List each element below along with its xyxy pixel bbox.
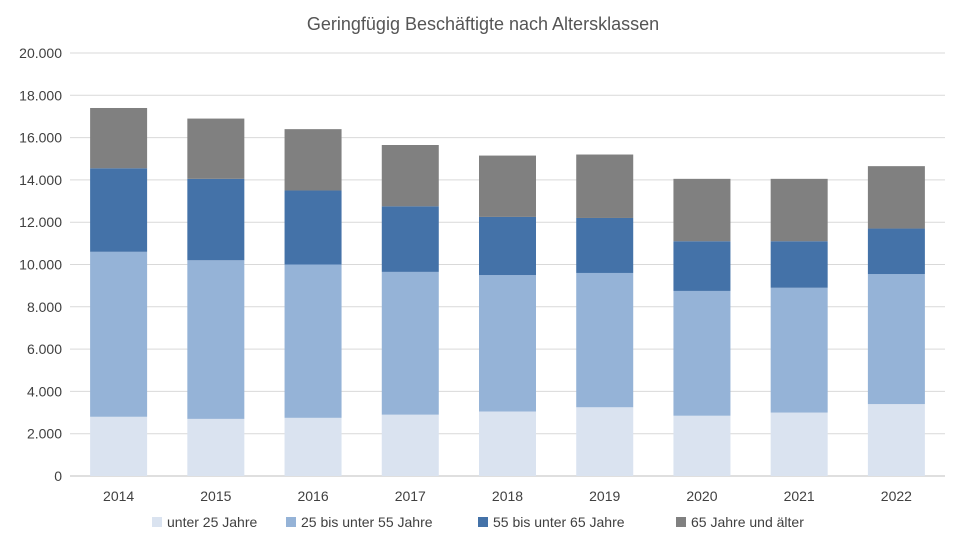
bar-segment	[187, 260, 245, 419]
bar-segment	[867, 404, 925, 476]
legend-item: 65 Jahre und älter	[676, 514, 804, 530]
bar-segment	[479, 216, 536, 276]
legend-swatch	[152, 517, 162, 527]
y-tick-label: 12.000	[19, 214, 62, 230]
bar-segment	[867, 166, 925, 229]
bar-segment	[479, 411, 536, 476]
bar-segment	[284, 264, 342, 418]
bar-segment	[90, 416, 148, 476]
x-tick-label: 2015	[200, 488, 231, 504]
bar-segment	[576, 272, 634, 408]
legend-swatch	[676, 517, 686, 527]
legend-item: 55 bis unter 65 Jahre	[478, 514, 625, 530]
y-tick-label: 14.000	[19, 172, 62, 188]
y-tick-label: 10.000	[19, 257, 62, 273]
bar-segment	[284, 129, 342, 191]
x-tick-label: 2020	[686, 488, 717, 504]
bar-segment	[770, 178, 828, 242]
y-axis: 0 2.000 4.000 6.000 8.000 10.000 12.000 14.000 1…	[19, 45, 62, 484]
y-tick-label: 6.000	[27, 341, 62, 357]
bar-segment	[867, 274, 925, 405]
x-axis: 2014 2015 2016 2017 2018 2019 2020 2021 2022	[103, 488, 912, 504]
y-tick-label: 4.000	[27, 383, 62, 399]
legend-label: 25 bis unter 55 Jahre	[301, 514, 433, 530]
x-tick-label: 2021	[784, 488, 815, 504]
bar-segment	[673, 290, 731, 416]
x-tick-label: 2014	[103, 488, 134, 504]
bar-segment	[479, 155, 536, 217]
bar-segment	[90, 251, 148, 417]
bar-segment	[90, 107, 148, 169]
x-tick-label: 2019	[589, 488, 620, 504]
bar-segment	[381, 145, 439, 207]
bar-segment	[673, 178, 731, 242]
legend-item: 25 bis unter 55 Jahre	[286, 514, 433, 530]
y-tick-label: 2.000	[27, 426, 62, 442]
chart-title: Geringfügig Beschäftigte nach Altersklas…	[307, 14, 659, 34]
bar-segment	[673, 241, 731, 291]
bar-segment	[576, 154, 634, 218]
y-tick-label: 18.000	[19, 87, 62, 103]
bar-segment	[187, 118, 245, 179]
legend-label: 55 bis unter 65 Jahre	[493, 514, 625, 530]
bar-segment	[576, 407, 634, 476]
bar-segment	[770, 412, 828, 476]
bar-segment	[187, 418, 245, 476]
y-tick-label: 0	[54, 468, 62, 484]
bar-segment	[381, 271, 439, 415]
x-tick-label: 2016	[297, 488, 328, 504]
bar-segment	[381, 414, 439, 476]
legend: unter 25 Jahre 25 bis unter 55 Jahre 55 bi…	[152, 514, 804, 530]
bar-segment	[867, 228, 925, 275]
bar-segment	[770, 241, 828, 288]
bar-segment	[90, 168, 148, 252]
bar-segment	[381, 206, 439, 272]
legend-item: unter 25 Jahre	[152, 514, 257, 530]
x-tick-label: 2018	[492, 488, 523, 504]
bar-segment	[673, 415, 731, 476]
y-tick-label: 8.000	[27, 299, 62, 315]
legend-swatch	[286, 517, 296, 527]
bar-segment	[187, 178, 245, 261]
x-tick-label: 2022	[881, 488, 912, 504]
bar-segment	[576, 217, 634, 273]
y-tick-label: 16.000	[19, 130, 62, 146]
legend-label: unter 25 Jahre	[167, 514, 257, 530]
bar-segment	[770, 287, 828, 413]
bars	[90, 107, 925, 476]
bar-segment	[284, 190, 342, 265]
x-tick-label: 2017	[395, 488, 426, 504]
legend-label: 65 Jahre und älter	[691, 514, 804, 530]
bar-segment	[284, 417, 342, 476]
bar-segment	[479, 275, 536, 412]
y-tick-label: 20.000	[19, 45, 62, 61]
legend-swatch	[478, 517, 488, 527]
